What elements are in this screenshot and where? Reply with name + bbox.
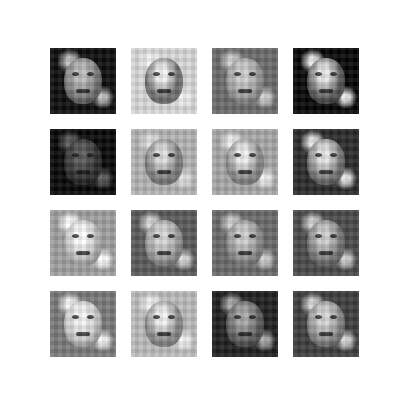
face-tile-r2-c1 [50,129,116,195]
face-tile-r2-c4 [293,129,359,195]
face-eye-r [330,72,337,76]
face-mouth [238,251,252,255]
face-shape [307,220,345,266]
face-tile-r1-c1 [50,48,116,114]
face-mouth [157,89,171,93]
face-tile-r1-c2 [131,48,197,114]
face-eye-r [87,315,94,319]
face-eye-l [315,315,322,319]
pixel-noise-overlay [50,48,116,114]
face-tile-r3-c3 [212,210,278,276]
face-eye-r [249,153,256,157]
face-mouth [157,332,171,336]
face-eye-l [234,315,241,319]
face-shape [145,139,183,185]
face-eye-r [87,234,94,238]
face-shape [226,139,264,185]
face-tile-r2-c2 [131,129,197,195]
face-eye-l [72,153,79,157]
face-mouth [319,251,333,255]
face-eye-l [153,72,160,76]
face-tile-r4-c2 [131,291,197,357]
face-eye-r [330,234,337,238]
face-mouth [157,251,171,255]
face-image-grid [50,48,360,358]
pixel-noise-overlay [293,291,359,357]
face-eye-l [315,72,322,76]
pixel-noise-overlay [131,210,197,276]
face-tile-r3-c2 [131,210,197,276]
face-shape [226,220,264,266]
face-eye-r [330,153,337,157]
face-mouth [319,89,333,93]
face-tile-r4-c1 [50,291,116,357]
face-shape [307,301,345,347]
pixel-noise-overlay [293,210,359,276]
face-mouth [319,170,333,174]
face-eye-l [72,72,79,76]
face-shape [145,220,183,266]
face-mouth [76,251,90,255]
face-mouth [238,170,252,174]
face-eye-l [72,315,79,319]
face-shape [145,58,183,104]
face-shape [64,301,102,347]
face-eye-r [87,72,94,76]
face-tile-r3-c4 [293,210,359,276]
face-eye-r [168,234,175,238]
face-mouth [76,89,90,93]
face-shape [64,58,102,104]
pixel-noise-overlay [50,291,116,357]
face-shape [307,58,345,104]
face-mouth [76,332,90,336]
pixel-noise-overlay [293,129,359,195]
face-eye-l [153,234,160,238]
face-tile-r3-c1 [50,210,116,276]
face-tile-r1-c4 [293,48,359,114]
pixel-noise-overlay [293,48,359,114]
face-eye-r [249,315,256,319]
face-mouth [157,170,171,174]
face-tile-r2-c3 [212,129,278,195]
pixel-noise-overlay [212,291,278,357]
pixel-noise-overlay [50,210,116,276]
face-shape [226,301,264,347]
face-eye-l [234,153,241,157]
pixel-noise-overlay [131,129,197,195]
face-shape [64,220,102,266]
pixel-noise-overlay [212,210,278,276]
face-eye-r [249,234,256,238]
face-eye-l [234,72,241,76]
face-mouth [238,332,252,336]
face-shape [226,58,264,104]
face-eye-r [87,153,94,157]
face-eye-l [72,234,79,238]
face-eye-r [168,153,175,157]
face-eye-l [234,234,241,238]
pixel-noise-overlay [212,48,278,114]
face-eye-l [153,315,160,319]
face-mouth [319,332,333,336]
face-eye-r [168,315,175,319]
face-mouth [76,170,90,174]
face-eye-l [153,153,160,157]
pixel-noise-overlay [131,291,197,357]
face-shape [64,139,102,185]
face-tile-r4-c3 [212,291,278,357]
face-shape [145,301,183,347]
face-eye-r [330,315,337,319]
pixel-noise-overlay [212,129,278,195]
face-eye-r [168,72,175,76]
face-tile-r4-c4 [293,291,359,357]
face-eye-r [249,72,256,76]
pixel-noise-overlay [131,48,197,114]
face-shape [307,139,345,185]
face-tile-r1-c3 [212,48,278,114]
face-eye-l [315,234,322,238]
pixel-noise-overlay [50,129,116,195]
face-mouth [238,89,252,93]
face-eye-l [315,153,322,157]
